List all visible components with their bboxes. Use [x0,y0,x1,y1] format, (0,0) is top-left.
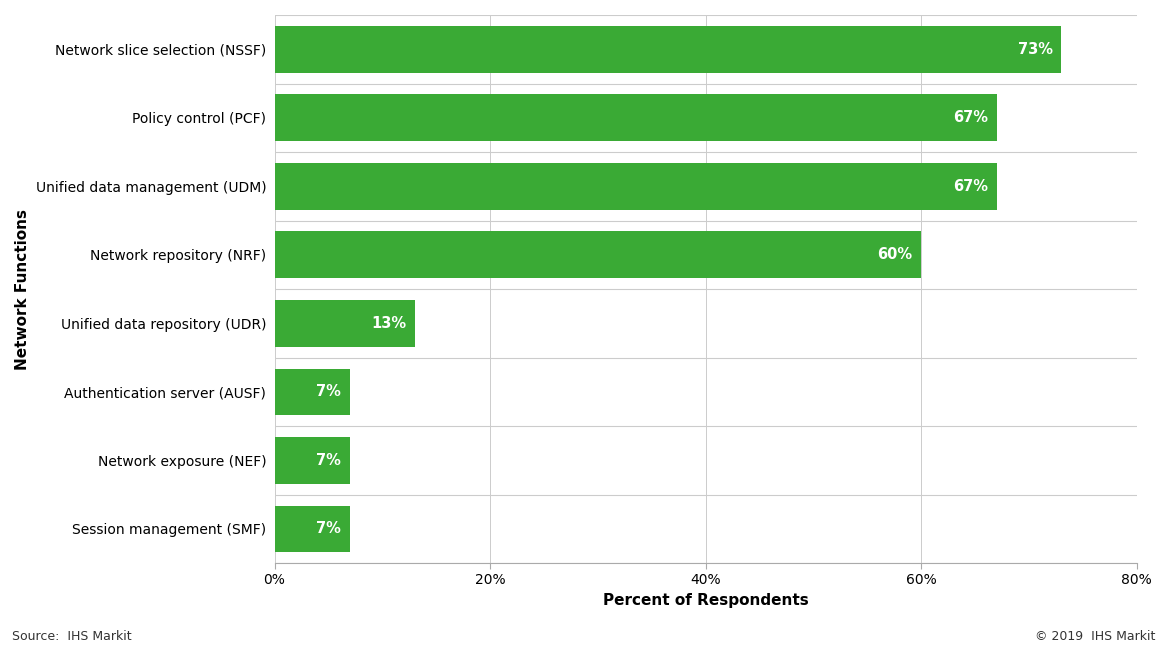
X-axis label: Percent of Respondents: Percent of Respondents [602,593,809,608]
Bar [274,437,350,484]
Text: 73%: 73% [1018,42,1053,56]
Text: 7%: 7% [316,453,341,468]
Text: 7%: 7% [316,521,341,536]
Text: 13%: 13% [371,316,406,331]
Bar [274,506,350,552]
Y-axis label: Network Functions: Network Functions [15,208,30,369]
Text: © 2019  IHS Markit: © 2019 IHS Markit [1035,630,1155,643]
Bar [274,300,414,347]
Bar [274,163,997,210]
Bar [274,26,1061,73]
Bar [274,232,921,278]
Bar [274,95,997,141]
Bar [274,369,350,415]
Text: 7%: 7% [316,384,341,399]
Text: 67%: 67% [953,178,988,194]
Text: 60%: 60% [878,247,913,262]
Text: Source:  IHS Markit: Source: IHS Markit [12,630,132,643]
Text: 67%: 67% [953,110,988,125]
